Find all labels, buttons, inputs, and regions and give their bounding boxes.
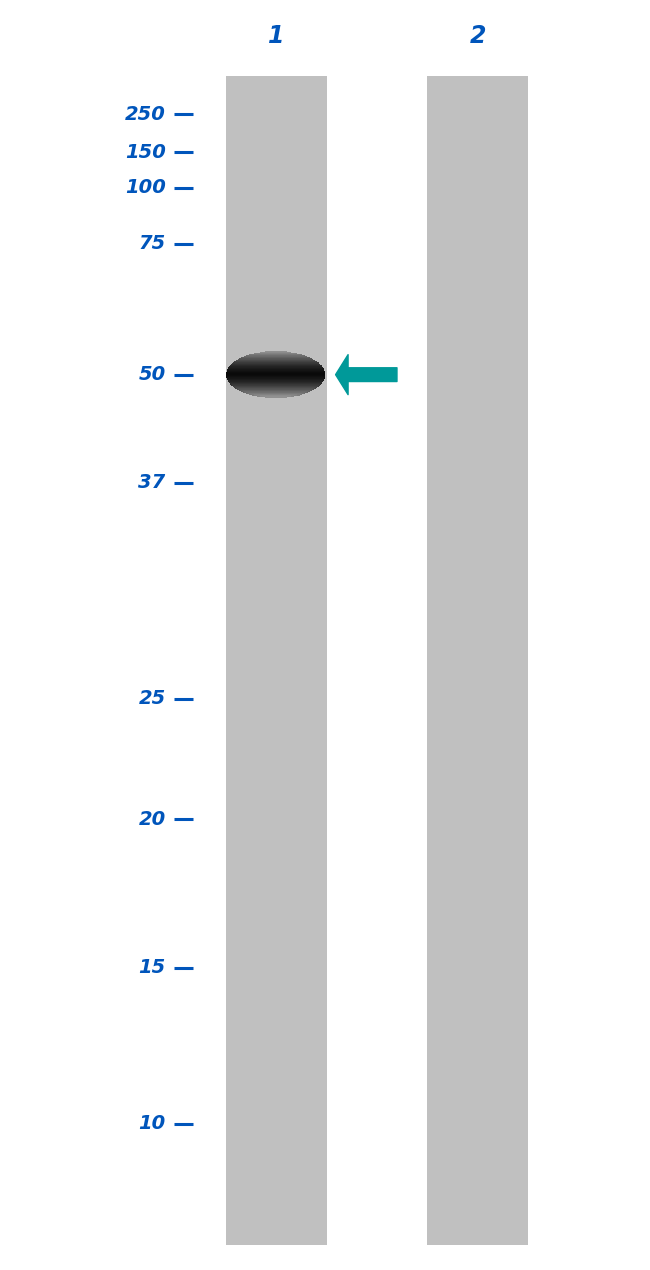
Bar — [252, 354, 300, 356]
Bar — [226, 371, 325, 373]
Bar — [226, 376, 325, 378]
Bar — [428, 76, 528, 1245]
Bar — [226, 373, 325, 375]
Text: 37: 37 — [138, 474, 166, 491]
Bar — [242, 391, 309, 392]
Bar — [226, 375, 325, 376]
Bar — [234, 361, 317, 363]
Bar — [228, 367, 323, 370]
Bar — [226, 375, 325, 376]
Bar — [226, 372, 325, 375]
Bar — [239, 389, 312, 391]
Text: 75: 75 — [138, 235, 166, 253]
Bar — [233, 362, 318, 363]
Bar — [227, 368, 324, 371]
Bar — [229, 382, 322, 384]
Bar — [248, 354, 304, 357]
Bar — [231, 364, 320, 366]
Bar — [246, 356, 306, 357]
Bar — [244, 391, 307, 394]
Bar — [240, 390, 311, 391]
Bar — [228, 380, 323, 382]
Bar — [246, 392, 306, 394]
Bar — [239, 358, 312, 361]
Bar — [265, 396, 287, 398]
Bar — [226, 372, 325, 373]
Bar — [226, 376, 325, 377]
Bar — [229, 366, 322, 368]
Bar — [235, 361, 316, 362]
Text: 10: 10 — [138, 1115, 166, 1133]
Bar — [227, 371, 324, 372]
Text: 1: 1 — [268, 24, 285, 47]
Bar — [228, 381, 323, 382]
Bar — [233, 386, 318, 387]
Text: 250: 250 — [125, 105, 166, 123]
Bar — [257, 353, 294, 354]
Bar — [226, 373, 325, 375]
Text: 2: 2 — [469, 24, 486, 47]
Bar — [237, 359, 315, 362]
Bar — [227, 370, 324, 371]
Bar — [231, 363, 320, 366]
Bar — [260, 395, 291, 398]
Bar — [254, 353, 297, 356]
Text: 15: 15 — [138, 959, 166, 977]
Bar — [229, 381, 322, 382]
Bar — [236, 361, 315, 362]
Bar — [235, 387, 316, 389]
Bar — [236, 387, 315, 389]
Bar — [248, 392, 304, 395]
Bar — [237, 387, 315, 390]
Bar — [227, 378, 324, 381]
Bar — [265, 352, 287, 353]
Bar — [231, 384, 320, 386]
Bar — [230, 364, 321, 367]
Bar — [230, 382, 321, 385]
Text: 25: 25 — [138, 690, 166, 707]
Bar — [227, 370, 324, 372]
Bar — [250, 394, 302, 395]
Bar — [226, 375, 325, 377]
Bar — [242, 357, 309, 358]
Bar — [227, 377, 324, 380]
Bar — [244, 356, 307, 358]
Bar — [238, 359, 313, 361]
Bar — [233, 385, 318, 387]
Text: 20: 20 — [138, 810, 166, 828]
Bar — [241, 390, 310, 392]
Bar — [227, 377, 324, 378]
Bar — [228, 367, 323, 368]
Bar — [229, 366, 322, 367]
Bar — [226, 76, 326, 1245]
Text: 150: 150 — [125, 144, 166, 161]
Bar — [231, 384, 320, 385]
Bar — [227, 380, 324, 381]
Bar — [260, 352, 291, 354]
Bar — [250, 354, 302, 356]
Bar — [232, 363, 319, 364]
Bar — [254, 394, 297, 396]
Bar — [227, 368, 324, 370]
Bar — [232, 385, 319, 386]
Text: 50: 50 — [138, 366, 166, 384]
Bar — [229, 367, 322, 368]
Bar — [240, 358, 311, 359]
Bar — [257, 395, 294, 396]
Bar — [233, 362, 318, 364]
Text: 100: 100 — [125, 179, 166, 197]
Bar — [241, 357, 310, 359]
Bar — [229, 381, 322, 384]
Bar — [252, 394, 300, 395]
Bar — [234, 386, 317, 389]
Bar — [227, 378, 324, 380]
Bar — [238, 389, 313, 390]
